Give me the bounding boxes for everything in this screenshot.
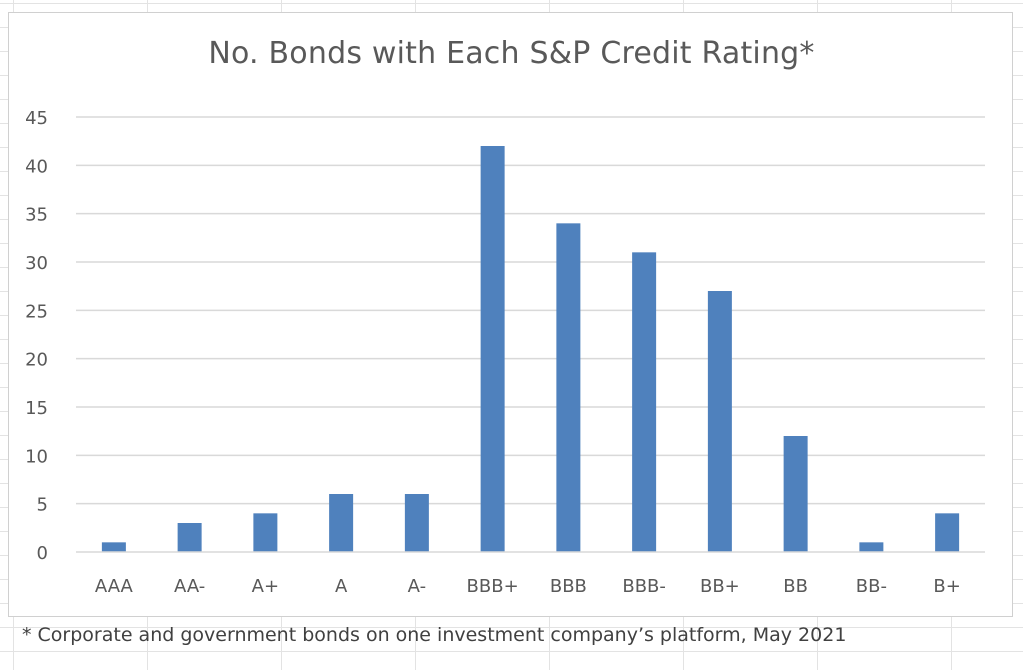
x-tick-label: BBB+ bbox=[467, 576, 519, 597]
y-tick-label: 15 bbox=[25, 398, 48, 419]
y-tick-label: 5 bbox=[37, 495, 48, 516]
bar-bbb-minus bbox=[632, 252, 657, 553]
y-tick-label: 20 bbox=[25, 350, 48, 371]
bar-bb bbox=[783, 436, 808, 552]
bar-a bbox=[329, 494, 354, 552]
x-tick-label: BB+ bbox=[700, 576, 740, 597]
y-gridlines bbox=[76, 116, 985, 505]
x-tick-label: A- bbox=[408, 576, 426, 597]
chart-title: No. Bonds with Each S&P Credit Rating* bbox=[208, 36, 815, 71]
bar-bb-minus bbox=[859, 542, 884, 552]
bar-bbb-plus bbox=[480, 146, 505, 552]
y-tick-label: 30 bbox=[25, 253, 48, 274]
bar-a-minus bbox=[404, 494, 429, 552]
y-tick-label: 45 bbox=[25, 108, 48, 129]
x-tick-label: B+ bbox=[933, 576, 960, 597]
bar-bbb bbox=[556, 223, 581, 553]
footnote: * Corporate and government bonds on one … bbox=[22, 624, 847, 646]
y-axis-tick-labels: 0 5 10 15 20 25 30 35 40 45 bbox=[25, 108, 48, 564]
y-tick-label: 40 bbox=[25, 156, 48, 177]
bar-a-plus bbox=[253, 513, 278, 552]
y-tick-label: 0 bbox=[37, 543, 48, 564]
x-tick-label: BBB bbox=[550, 576, 587, 597]
y-tick-label: 35 bbox=[25, 205, 48, 226]
y-tick-label: 25 bbox=[25, 301, 48, 322]
bar-bb-plus bbox=[707, 291, 732, 552]
bar-aaa bbox=[101, 542, 126, 552]
x-tick-label: BBB- bbox=[622, 576, 666, 597]
bar-b-plus bbox=[935, 513, 960, 552]
bar-series bbox=[101, 146, 960, 553]
chart-area[interactable] bbox=[8, 12, 1013, 617]
x-axis-category-labels: AAA AA- A+ A A- BBB+ BBB BBB- BB+ BB BB- B+ bbox=[95, 576, 961, 597]
x-tick-label: AAA bbox=[95, 576, 134, 597]
x-tick-label: BB- bbox=[856, 576, 887, 597]
x-tick-label: A+ bbox=[252, 576, 279, 597]
y-tick-label: 10 bbox=[25, 446, 48, 467]
x-tick-label: BB bbox=[783, 576, 808, 597]
x-tick-label: A bbox=[335, 576, 348, 597]
x-tick-label: AA- bbox=[174, 576, 205, 597]
bar-aa-minus bbox=[177, 523, 202, 552]
